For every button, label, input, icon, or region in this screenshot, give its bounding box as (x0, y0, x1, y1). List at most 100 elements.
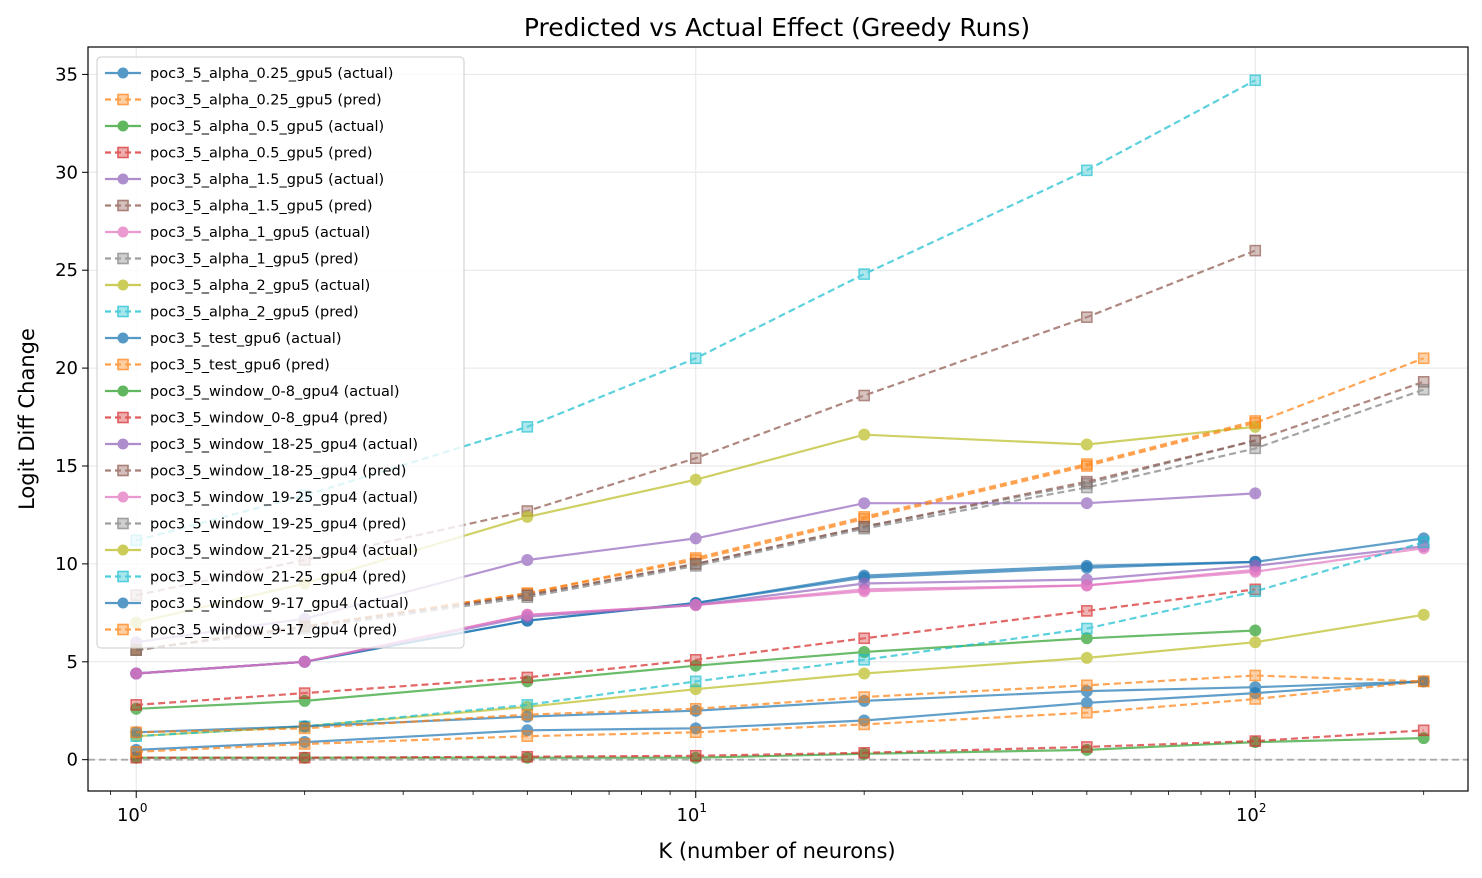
x-tick-label: 100 (117, 801, 148, 826)
legend: poc3_5_alpha_0.25_gpu5 (actual) poc3_5_al… (96, 56, 465, 649)
series-13 (130, 724, 1430, 764)
legend-label: poc3_5_alpha_0.25_gpu5 (actual) (150, 66, 393, 82)
legend-item (105, 279, 141, 291)
data-point (1081, 741, 1093, 753)
legend-marker (117, 411, 129, 424)
y-tick-label: 35 (55, 64, 78, 85)
data-point (521, 510, 534, 523)
legend-marker (117, 173, 129, 185)
data-point (858, 654, 870, 666)
data-point (1417, 608, 1430, 621)
data-point (1249, 487, 1262, 500)
series-line (135, 249, 1256, 597)
legend-label: poc3_5_window_9-17_gpu4 (actual) (150, 596, 409, 612)
legend-item (105, 464, 141, 477)
y-tick-label: 15 (55, 456, 78, 477)
data-point (1080, 696, 1093, 709)
legend-item (105, 120, 141, 132)
legend-label: poc3_5_window_19-25_gpu4 (actual) (150, 490, 418, 506)
data-point (858, 268, 870, 280)
legend-label: poc3_5_test_gpu6 (pred) (150, 358, 330, 374)
data-point (689, 726, 702, 739)
legend-box (96, 56, 465, 649)
legend-item (105, 438, 141, 450)
legend-item (105, 332, 141, 344)
legend-label: poc3_5_alpha_0.5_gpu5 (actual) (150, 119, 384, 135)
data-point (1081, 164, 1093, 177)
data-point (1080, 632, 1093, 645)
data-point (1249, 624, 1262, 637)
data-point (858, 389, 870, 402)
legend-marker (117, 597, 129, 609)
data-point (1417, 352, 1430, 365)
data-point (1249, 434, 1262, 447)
data-point (1249, 681, 1262, 694)
data-point (521, 591, 534, 603)
data-point (1249, 417, 1262, 429)
data-point (1081, 622, 1093, 635)
series-line (135, 79, 1256, 542)
y-tick-label: 25 (55, 260, 78, 281)
data-point (689, 702, 702, 715)
legend-marker (117, 385, 129, 397)
legend-marker (117, 358, 129, 371)
data-point (858, 522, 870, 535)
data-point (1080, 497, 1093, 510)
legend-label: poc3_5_alpha_0.25_gpu5 (pred) (150, 93, 382, 109)
data-point (521, 699, 534, 711)
data-point (1081, 460, 1093, 472)
legend-marker (117, 120, 129, 132)
data-point (1249, 669, 1262, 682)
data-point (1249, 244, 1262, 257)
chart-title: Predicted vs Actual Effect (Greedy Runs) (524, 13, 1030, 42)
data-point (1081, 706, 1093, 719)
data-point (689, 532, 702, 545)
data-point (521, 750, 534, 763)
legend-marker (117, 544, 129, 556)
data-point (130, 726, 143, 739)
legend-label: poc3_5_window_9-17_gpu4 (pred) (150, 623, 397, 639)
data-point (1080, 561, 1093, 574)
series-2 (130, 624, 1262, 715)
data-point (858, 667, 871, 680)
data-point (689, 452, 702, 464)
series-line (136, 541, 1425, 738)
legend-label: poc3_5_window_0-8_gpu4 (actual) (150, 384, 400, 400)
data-point (1249, 74, 1262, 87)
data-point (689, 599, 702, 611)
legend-label: poc3_5_window_18-25_gpu4 (actual) (150, 437, 418, 453)
data-point (858, 718, 870, 731)
data-point (1081, 481, 1093, 494)
data-point (1249, 585, 1262, 598)
legend-label: poc3_5_alpha_1_gpu5 (actual) (150, 225, 370, 241)
legend-item (105, 623, 141, 636)
data-point (1417, 724, 1430, 737)
series-line (136, 680, 1424, 751)
data-point (1080, 579, 1093, 592)
legend-item (105, 93, 141, 106)
y-tick-label: 20 (55, 358, 78, 379)
data-point (1080, 651, 1093, 664)
data-point (1417, 383, 1430, 396)
series-line (136, 680, 1424, 734)
legend-marker (117, 491, 129, 503)
y-tick-label: 0 (67, 750, 78, 771)
data-point (1249, 442, 1262, 455)
data-point (858, 632, 870, 645)
data-point (298, 655, 311, 668)
data-point (858, 585, 871, 598)
legend-label: poc3_5_alpha_2_gpu5 (pred) (150, 305, 359, 321)
legend-item (105, 385, 141, 397)
legend-marker (117, 93, 129, 106)
y-axis-label: Logit Diff Change (15, 328, 39, 510)
legend-marker (117, 570, 129, 583)
legend-marker (117, 517, 129, 530)
legend-marker (117, 279, 129, 291)
data-point (858, 428, 871, 441)
legend-label: poc3_5_alpha_1.5_gpu5 (pred) (150, 199, 372, 215)
data-point (521, 553, 534, 566)
legend-label: poc3_5_test_gpu6 (actual) (150, 331, 342, 347)
data-point (298, 751, 311, 764)
series-3 (130, 583, 1262, 711)
